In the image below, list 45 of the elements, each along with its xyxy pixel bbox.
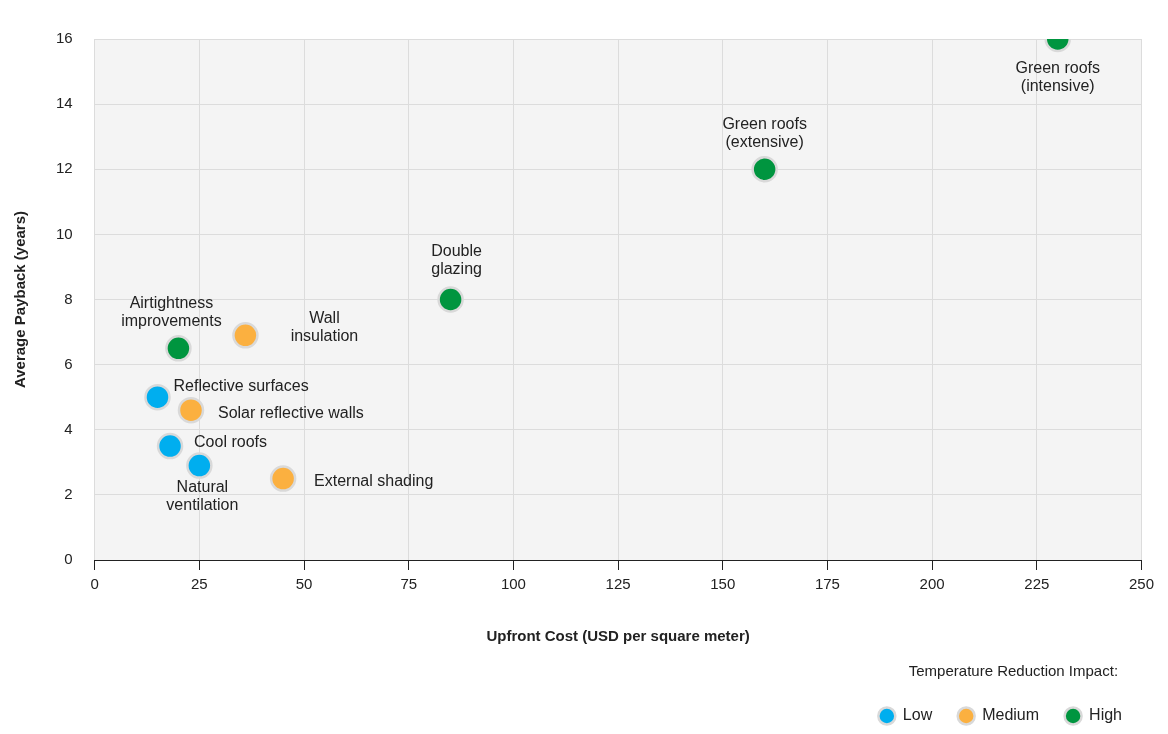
annotation: Double glazing bbox=[431, 241, 483, 277]
x-tick-label: 50 bbox=[295, 575, 313, 593]
x-tick-label: 75 bbox=[400, 575, 418, 593]
y-tick-label: 16 bbox=[56, 29, 73, 47]
y-tick-label: 2 bbox=[64, 485, 73, 503]
annotation: Green roofs (extensive) bbox=[722, 114, 807, 150]
y-tick-label: 4 bbox=[64, 419, 73, 437]
annotation: Green roofs (intensive) bbox=[1015, 59, 1100, 95]
x-tick-label: 100 bbox=[500, 575, 526, 593]
point bbox=[144, 383, 171, 411]
point bbox=[232, 322, 259, 349]
point bbox=[437, 286, 464, 313]
x-axis-title: Upfront Cost (USD per square meter) bbox=[486, 627, 750, 645]
x-tick-label: 150 bbox=[710, 575, 736, 593]
annotation: Solar reflective walls bbox=[217, 403, 364, 421]
annotation: Cool roofs bbox=[194, 433, 267, 451]
annotation: External shading bbox=[314, 472, 434, 489]
annotation: Natural ventilation bbox=[166, 477, 239, 513]
y-tick-label: 14 bbox=[56, 94, 73, 112]
point bbox=[186, 452, 213, 479]
x-tick-label: 25 bbox=[191, 575, 208, 593]
point bbox=[156, 432, 184, 460]
point bbox=[751, 156, 778, 183]
legend-label: High bbox=[1089, 706, 1122, 724]
legend-title: Temperature Reduction Impact: bbox=[908, 661, 1119, 679]
point bbox=[177, 396, 205, 424]
annotation: Wall insulation bbox=[290, 308, 359, 344]
y-tick-label: 0 bbox=[64, 550, 73, 568]
y-tick-label: 6 bbox=[64, 354, 73, 372]
annotation: Reflective surfaces bbox=[173, 376, 309, 394]
point bbox=[165, 335, 192, 362]
x-tick-label: 0 bbox=[90, 575, 99, 593]
legend-label: Medium bbox=[982, 706, 1040, 724]
x-tick-label: 250 bbox=[1128, 575, 1154, 593]
y-tick-label: 10 bbox=[56, 224, 73, 242]
legend-label: Low bbox=[902, 706, 933, 724]
y-tick-label: 12 bbox=[56, 159, 73, 177]
point bbox=[269, 465, 297, 492]
x-tick-label: 175 bbox=[814, 575, 840, 593]
y-axis-title: Average Payback (years) bbox=[11, 210, 29, 389]
y-tick-label: 8 bbox=[64, 289, 73, 307]
x-tick-label: 125 bbox=[605, 575, 631, 593]
annotation: Airtightness improvements bbox=[121, 293, 222, 329]
x-tick-label: 200 bbox=[919, 575, 945, 593]
x-tick-label: 225 bbox=[1024, 575, 1050, 593]
